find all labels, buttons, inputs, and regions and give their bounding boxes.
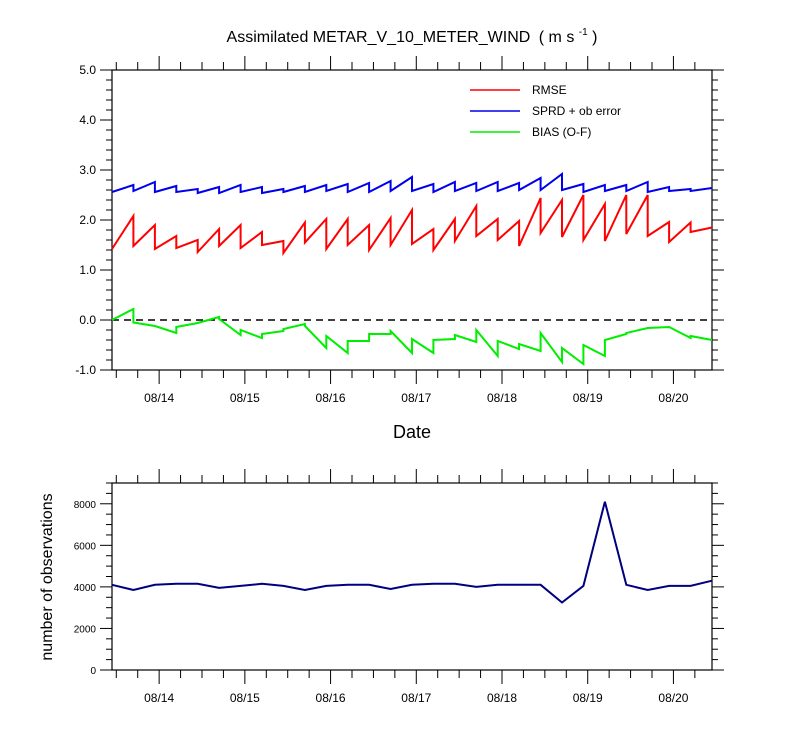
bottom-y-tick-label: 6000 [74,541,97,552]
chart-title-units-close: ) [592,29,597,46]
bottom-plot-frame [111,482,713,671]
chart-title-units-superscript: -1 [579,27,588,38]
bottom-x-tick-label: 08/18 [487,691,517,705]
chart-title-text: Assimilated METAR_V_10_METER_WIND [227,29,531,46]
top-x-tick-label: 08/18 [487,391,517,405]
top-x-tick-label: 08/14 [144,391,174,405]
top-y-tick-label: 4.0 [79,113,96,127]
top-y-tick-label: 2.0 [79,213,96,227]
top-x-tick-label: 08/17 [401,391,431,405]
series-line-observations [111,501,713,604]
bottom-x-tick-label: 08/20 [658,691,688,705]
top-x-tick-label: 08/20 [658,391,688,405]
bottom-x-tick-label: 08/17 [401,691,431,705]
top-y-tick-label: -1.0 [75,363,96,377]
top-x-tick-label: 08/16 [316,391,346,405]
bottom-x-tick-label: 08/14 [144,691,174,705]
legend-label: RMSE [532,83,567,97]
y-axis-label-observations: number of observations [39,493,56,660]
bottom-y-tick-label: 8000 [74,500,97,511]
series-line-rmse [111,194,713,257]
bottom-y-tick-label: 0 [90,666,96,677]
chart-title-units: ( m s [539,29,575,46]
bottom-x-tick-label: 08/19 [573,691,603,705]
x-axis-label: Date [393,422,431,442]
observation-count-panel: 08/14 08/15 08/16 08/17 08/18 08/19 08/20 0 2000… [74,469,724,705]
error-statistics-panel: 08/14 08/15 08/16 08/17 08/18 08/19 08/20 -1.0 0… [75,56,724,405]
legend-label: BIAS (O-F) [532,125,591,139]
legend-label: SPRD + ob error [532,104,621,118]
bottom-y-tick-label: 4000 [74,583,97,594]
top-y-tick-label: 5.0 [79,63,96,77]
chart-title: Assimilated METAR_V_10_METER_WIND ( m s … [227,22,598,46]
bottom-x-tick-label: 08/15 [230,691,260,705]
top-y-tick-label: 1.0 [79,263,96,277]
top-y-tick-label: 0.0 [79,313,96,327]
series-line-bias-o-f [111,307,713,366]
top-x-tick-label: 08/15 [230,391,260,405]
series-line-sprd-ob-error [111,172,713,195]
bottom-y-tick-label: 2000 [74,624,97,635]
top-x-tick-label: 08/19 [573,391,603,405]
top-y-tick-label: 3.0 [79,163,96,177]
bottom-x-tick-label: 08/16 [316,691,346,705]
